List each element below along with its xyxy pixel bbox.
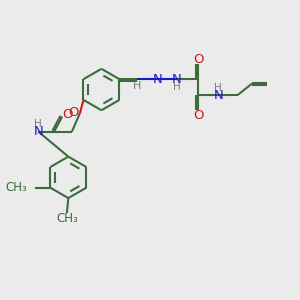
Text: O: O [193, 109, 203, 122]
Text: CH₃: CH₃ [56, 212, 78, 225]
Text: CH₃: CH₃ [6, 181, 27, 194]
Text: N: N [172, 73, 182, 86]
Text: O: O [193, 52, 203, 65]
Text: H: H [133, 80, 142, 91]
Text: N: N [33, 125, 43, 138]
Text: N: N [153, 73, 163, 86]
Text: O: O [62, 108, 73, 121]
Text: H: H [34, 119, 42, 129]
Text: H: H [214, 83, 221, 93]
Text: O: O [68, 106, 79, 119]
Text: N: N [214, 88, 224, 101]
Text: H: H [173, 82, 181, 92]
